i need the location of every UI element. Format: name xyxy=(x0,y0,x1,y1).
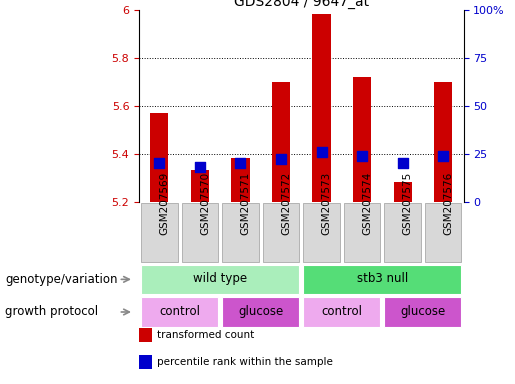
Text: GSM207572: GSM207572 xyxy=(281,172,291,235)
Text: GSM207569: GSM207569 xyxy=(159,172,169,235)
Point xyxy=(358,152,366,159)
Bar xyxy=(303,297,381,327)
Point xyxy=(399,160,407,166)
Text: GSM207574: GSM207574 xyxy=(362,172,372,235)
Text: genotype/variation: genotype/variation xyxy=(5,273,117,286)
Point xyxy=(439,152,448,159)
Point xyxy=(317,149,325,155)
Bar xyxy=(272,82,290,202)
Bar xyxy=(353,77,371,202)
Text: percentile rank within the sample: percentile rank within the sample xyxy=(157,357,333,367)
Text: GSM207571: GSM207571 xyxy=(241,172,250,235)
Bar xyxy=(139,355,152,369)
Bar xyxy=(344,203,381,262)
Text: control: control xyxy=(321,305,363,318)
Bar xyxy=(191,170,209,202)
Bar xyxy=(139,328,152,342)
Text: glucose: glucose xyxy=(238,305,283,318)
Point xyxy=(277,156,285,162)
Bar xyxy=(303,203,340,262)
Text: GSM207575: GSM207575 xyxy=(403,172,413,235)
Text: GSM207570: GSM207570 xyxy=(200,172,210,235)
Text: GSM207576: GSM207576 xyxy=(443,172,453,235)
Text: transformed count: transformed count xyxy=(157,330,254,340)
Bar xyxy=(263,203,299,262)
Bar xyxy=(182,203,218,262)
Bar xyxy=(384,203,421,262)
Bar xyxy=(141,203,178,262)
Bar xyxy=(425,203,461,262)
Bar xyxy=(393,182,412,202)
Title: GDS2804 / 9647_at: GDS2804 / 9647_at xyxy=(234,0,369,8)
Bar xyxy=(434,82,452,202)
Bar xyxy=(303,265,461,294)
Text: GSM207573: GSM207573 xyxy=(321,172,332,235)
Text: wild type: wild type xyxy=(193,272,247,285)
Text: stb3 null: stb3 null xyxy=(357,272,408,285)
Bar xyxy=(141,265,299,294)
Text: control: control xyxy=(159,305,200,318)
Bar xyxy=(231,159,250,202)
Bar xyxy=(222,297,299,327)
Point xyxy=(196,164,204,170)
Bar xyxy=(150,113,168,202)
Text: growth protocol: growth protocol xyxy=(5,306,98,318)
Bar xyxy=(313,15,331,202)
Bar xyxy=(222,203,259,262)
Bar xyxy=(384,297,461,327)
Bar xyxy=(141,297,218,327)
Point xyxy=(155,160,163,166)
Point xyxy=(236,160,245,166)
Text: glucose: glucose xyxy=(400,305,445,318)
